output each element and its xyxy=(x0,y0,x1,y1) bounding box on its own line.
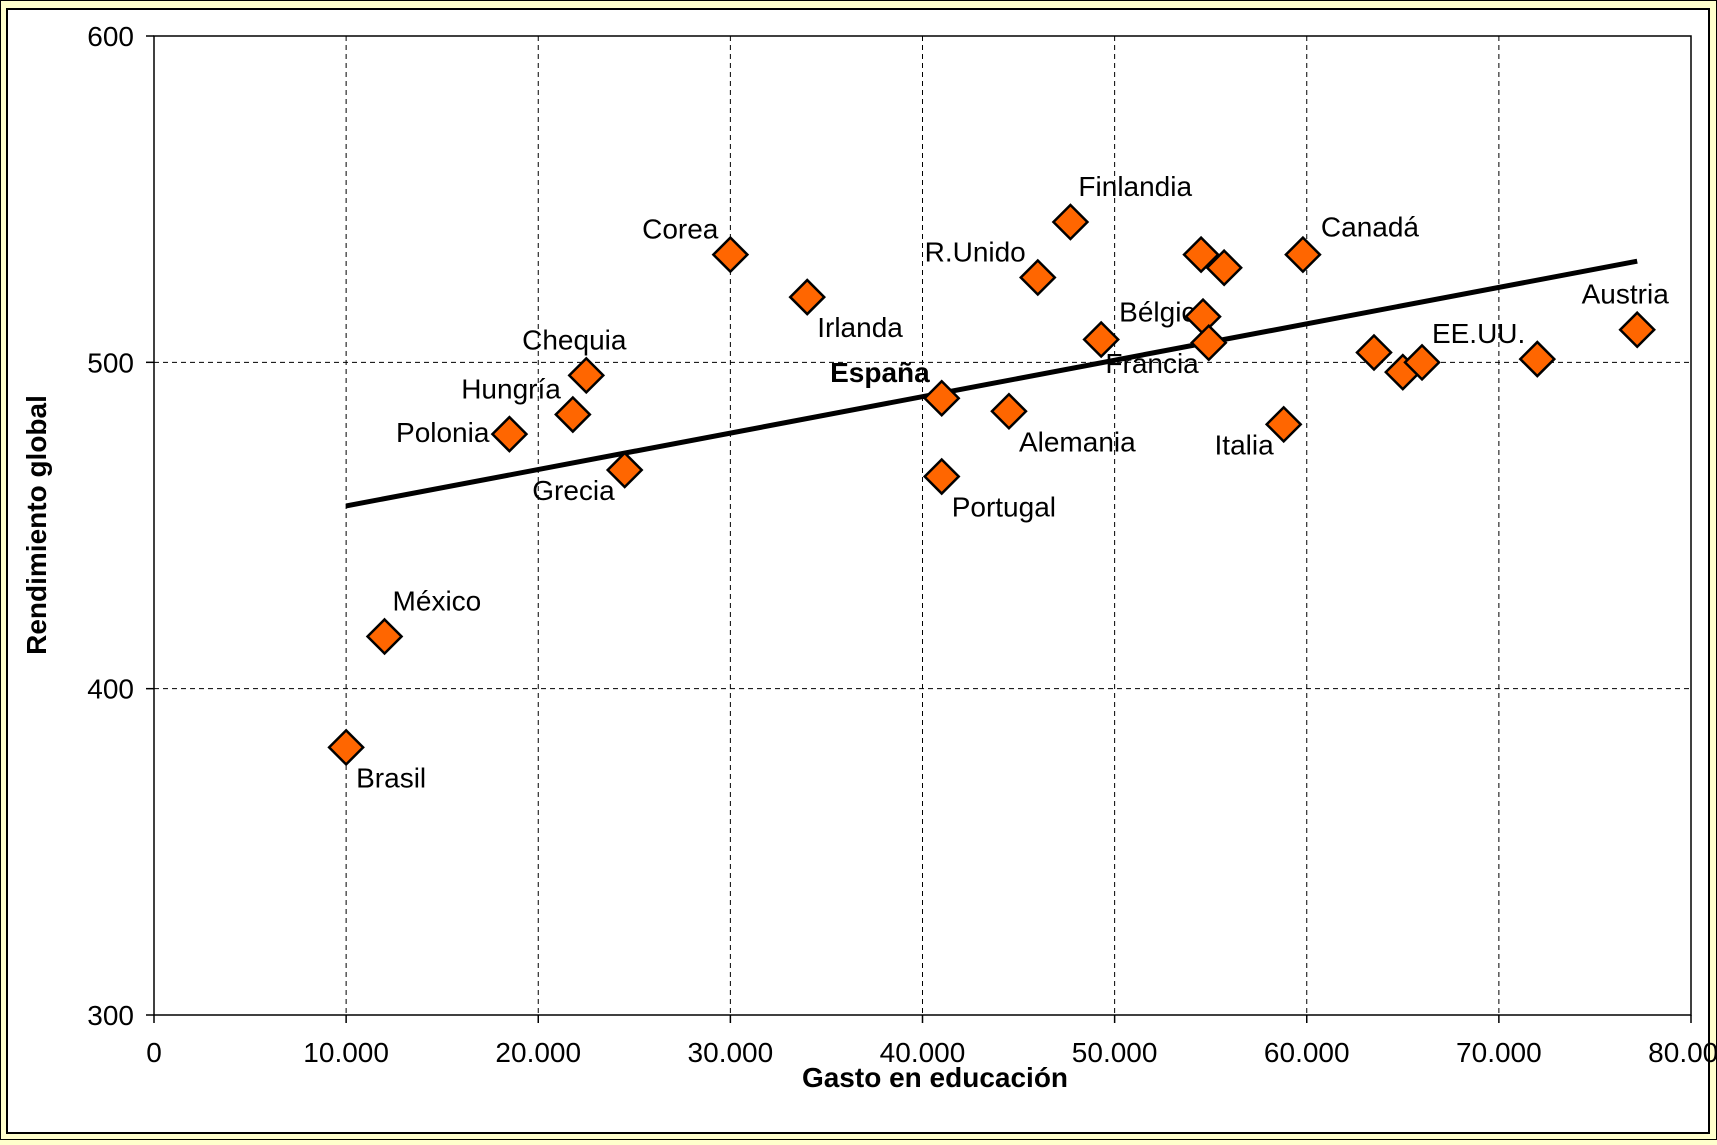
data-point-hungría xyxy=(554,395,592,434)
point-label: México xyxy=(393,585,482,616)
x-tick-label: 30.000 xyxy=(688,1037,774,1068)
point-label: Alemania xyxy=(1019,426,1136,457)
y-axis-title: Rendimiento global xyxy=(21,395,52,655)
data-point-austria xyxy=(1618,310,1656,349)
point-label: Chequia xyxy=(522,324,627,355)
data-point-grecia xyxy=(605,451,644,489)
plot-area xyxy=(6,8,1710,1134)
x-tick-label: 10.000 xyxy=(303,1037,389,1068)
point-label: España xyxy=(830,357,930,388)
data-point-unlabeled-14 xyxy=(1182,235,1220,274)
point-label: Finlandia xyxy=(1078,171,1192,202)
data-point-unlabeled-22 xyxy=(1403,343,1441,382)
trendline-layer xyxy=(345,258,1638,509)
axes: 0 10.000 20.000 30.000 40.000 50.000 60.000 70.… xyxy=(87,21,1717,1068)
x-tick-label: 40.000 xyxy=(880,1037,966,1068)
data-point-bélgica xyxy=(1082,320,1120,359)
data-point-italia xyxy=(1264,405,1303,444)
data-point-españa xyxy=(922,379,961,417)
x-axis-title: Gasto en educación xyxy=(802,1062,1068,1093)
data-point-unlabeled-20 xyxy=(1355,333,1393,372)
y-tick-label: 300 xyxy=(87,1000,134,1031)
data-point-finlandia xyxy=(1051,203,1090,241)
x-tick-label: 50.000 xyxy=(1072,1037,1158,1068)
point-label: Canadá xyxy=(1321,212,1420,243)
data-point-brasil xyxy=(327,728,365,767)
x-tick-label: 70.000 xyxy=(1456,1037,1542,1068)
data-point-francia xyxy=(1190,323,1228,362)
data-point-unlabeled-15 xyxy=(1205,248,1243,287)
trendline xyxy=(345,258,1638,509)
point-label: Francia xyxy=(1105,348,1199,379)
data-point-irlanda xyxy=(788,278,826,316)
points-layer: Brasil México Polonia Hungría Chequia Grecia C… xyxy=(327,171,1670,793)
data-point-méxico xyxy=(365,617,404,656)
grid xyxy=(154,36,1691,1015)
data-point-alemania xyxy=(990,392,1028,431)
point-label: Portugal xyxy=(952,492,1056,523)
point-label: Italia xyxy=(1215,429,1275,460)
y-tick-label: 500 xyxy=(87,347,134,378)
point-label: Austria xyxy=(1582,279,1670,310)
data-point-polonia xyxy=(490,415,529,453)
point-label: Polonia xyxy=(396,417,490,448)
data-point-corea xyxy=(711,235,750,274)
point-label: Hungría xyxy=(461,374,561,405)
x-tick-label: 60.000 xyxy=(1264,1037,1350,1068)
y-tick-label: 400 xyxy=(87,674,134,705)
point-label: R.Unido xyxy=(925,236,1026,267)
data-point-chequia xyxy=(567,356,606,395)
data-point-ee-uu- xyxy=(1518,340,1557,378)
point-label: Corea xyxy=(642,214,719,245)
x-tick-label: 0 xyxy=(146,1037,162,1068)
x-tick-label: 20.000 xyxy=(495,1037,581,1068)
x-tick-label: 80.000 xyxy=(1648,1037,1717,1068)
point-label: Grecia xyxy=(532,475,615,506)
data-point-r-unido xyxy=(1019,258,1057,297)
data-point-canadá xyxy=(1284,235,1322,274)
point-label: Irlanda xyxy=(817,312,903,343)
y-tick-label: 600 xyxy=(87,21,134,52)
data-point-portugal xyxy=(922,457,961,496)
point-label: EE.UU. xyxy=(1432,318,1525,349)
point-label: Brasil xyxy=(356,762,426,793)
